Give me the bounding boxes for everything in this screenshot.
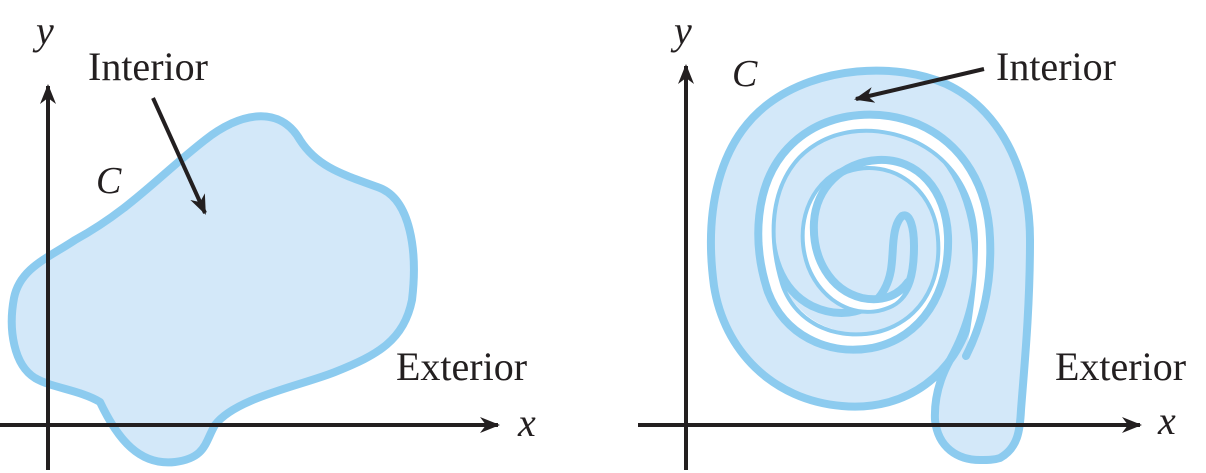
left-panel: y x C Interior Exterior	[0, 8, 536, 470]
right-exterior-label: Exterior	[1055, 344, 1186, 389]
left-interior-label: Interior	[88, 44, 208, 89]
right-gap-between-turns	[758, 114, 991, 357]
left-exterior-label: Exterior	[396, 344, 527, 389]
right-panel: y x C Interior Exterior	[638, 8, 1186, 470]
right-x-axis-label: x	[1157, 398, 1176, 443]
left-curve-label: C	[96, 160, 122, 202]
right-interior-arrow	[854, 67, 985, 103]
right-interior-label: Interior	[996, 44, 1116, 89]
right-curve-outer	[706, 66, 1034, 464]
right-curve-label: C	[732, 53, 758, 95]
left-y-axis-label: y	[32, 8, 54, 53]
right-curve-inner	[754, 110, 995, 360]
left-region-curve	[7, 112, 418, 467]
right-y-axis-label: y	[670, 8, 692, 53]
left-interior-arrow	[151, 97, 207, 215]
left-x-axis-label: x	[517, 400, 536, 445]
